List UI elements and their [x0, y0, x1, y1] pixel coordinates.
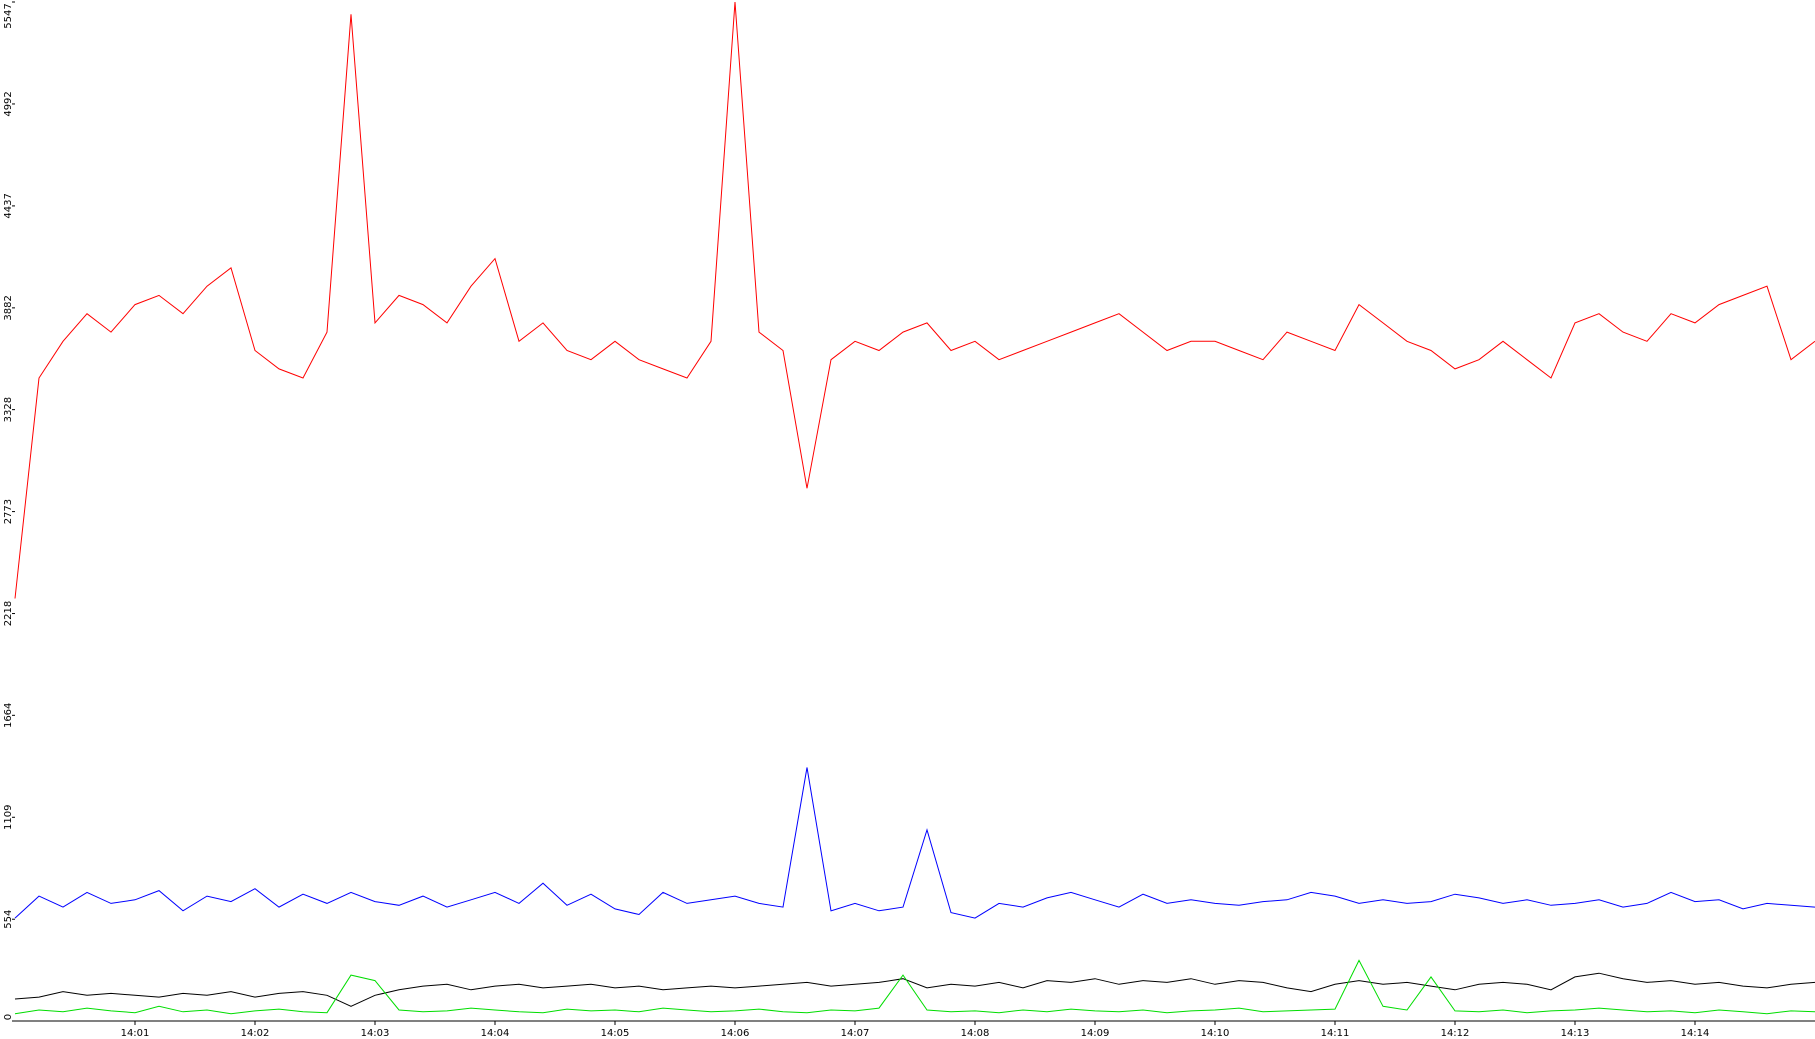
series-line [14, 972, 1815, 1007]
x-tick-label: 14:10 [1201, 1028, 1230, 1039]
x-tick-label: 14:07 [841, 1028, 870, 1039]
x-tick-label: 14:01 [121, 1028, 150, 1039]
x-tick-label: 14:06 [721, 1028, 750, 1039]
y-tick-label: 554 [3, 910, 14, 929]
series-line [14, 1, 1815, 599]
y-tick-label: 1109 [3, 805, 14, 830]
x-tick-label: 14:02 [241, 1028, 270, 1039]
y-tick-label: 2218 [3, 601, 14, 626]
y-tick-label: 1664 [3, 703, 14, 728]
y-tick-label: 4992 [3, 91, 14, 116]
x-tick-label: 14:03 [361, 1028, 390, 1039]
x-tick-label: 14:13 [1561, 1028, 1590, 1039]
y-tick-label: 3328 [3, 397, 14, 422]
series-line [14, 767, 1815, 919]
x-tick-label: 14:05 [601, 1028, 630, 1039]
y-tick-label: 5547 [3, 3, 14, 28]
x-tick-label: 14:04 [481, 1028, 510, 1039]
series-line [14, 959, 1815, 1015]
y-tick-label: 2773 [3, 499, 14, 524]
y-tick-label: 4437 [3, 193, 14, 218]
x-tick-label: 14:08 [961, 1028, 990, 1039]
x-tick-label: 14:12 [1441, 1028, 1470, 1039]
x-tick-label: 14:09 [1081, 1028, 1110, 1039]
y-tick-label: 3882 [3, 295, 14, 320]
x-tick-label: 14:14 [1681, 1028, 1710, 1039]
y-tick-label: 0 [3, 1014, 14, 1020]
x-tick-label: 14:11 [1321, 1028, 1350, 1039]
